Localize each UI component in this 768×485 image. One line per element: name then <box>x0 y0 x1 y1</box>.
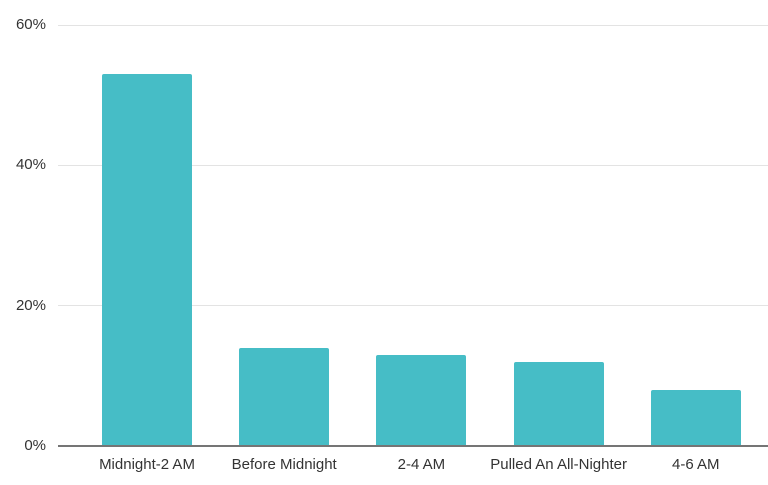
y-gridline <box>58 164 768 166</box>
x-axis-category-label: Midnight-2 AM <box>99 456 195 473</box>
bar <box>102 74 192 446</box>
y-gridline <box>58 24 768 26</box>
x-axis-category-label: 2-4 AM <box>397 456 446 473</box>
bar <box>376 354 467 446</box>
x-axis-category-label: 4-6 AM <box>672 456 720 473</box>
x-axis-category-label: Pulled An All-Nighter <box>490 456 627 473</box>
bar <box>239 347 330 446</box>
y-axis-tick-label: 40% <box>15 156 46 174</box>
y-axis-tick-label: 20% <box>15 296 46 314</box>
y-axis-tick-label: 0% <box>24 437 46 454</box>
bar <box>650 389 741 446</box>
y-gridline <box>58 305 768 307</box>
bar <box>513 361 604 446</box>
y-axis-tick-label: 60% <box>15 16 46 33</box>
x-axis-line <box>58 445 768 447</box>
x-axis-category-label: Before Midnight <box>231 456 337 473</box>
